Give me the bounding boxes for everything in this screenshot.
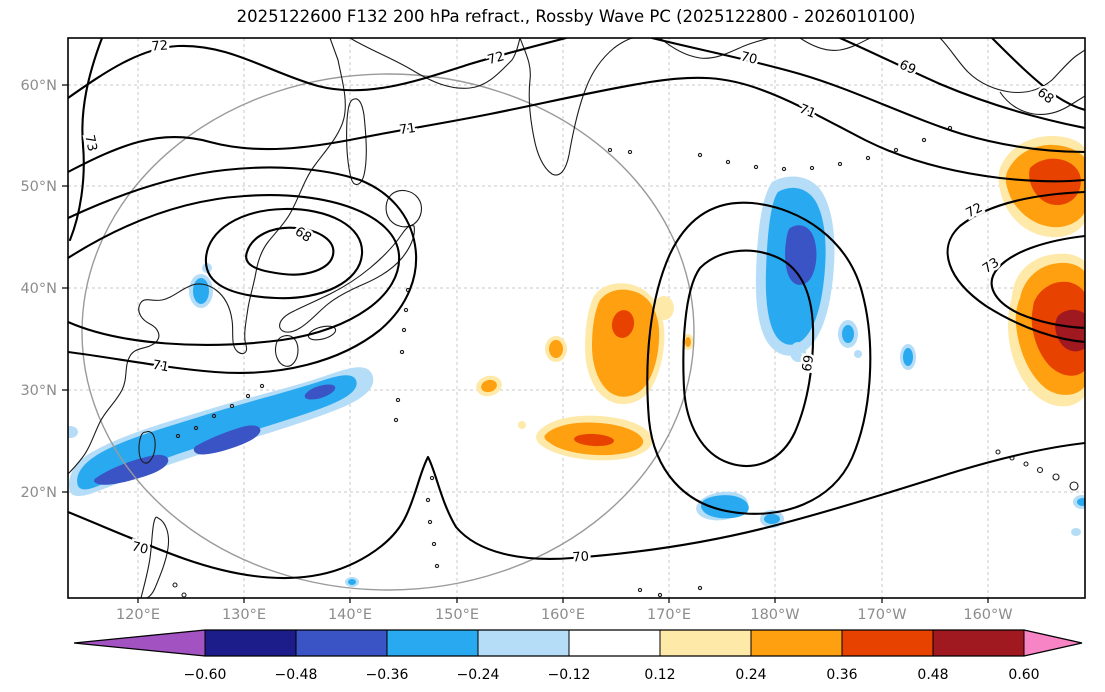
contour-label: 69 (800, 354, 818, 373)
contour-label: 70 (739, 49, 759, 68)
x-tick-label: 130°E (222, 607, 266, 623)
colorbar-tick-label: 0.48 (917, 667, 948, 683)
colorbar-segment (569, 630, 660, 656)
x-axis-tick-labels: 120°E 130°E 140°E 150°E 160°E 170°E 180°… (116, 607, 1013, 623)
colorbar-tick-label: −0.60 (184, 667, 227, 683)
x-tick-label: 170°W (857, 607, 906, 623)
colorbar-segment (660, 630, 751, 656)
contour-label: 71 (797, 102, 818, 122)
lat-lon-grid (68, 38, 1085, 598)
colorbar-segment (296, 630, 387, 656)
colorbar-tick-labels: −0.60 −0.48 −0.36 −0.24 −0.12 0.12 0.24 … (184, 667, 1040, 683)
micronesia-islands (637, 585, 703, 598)
colorbar-segment (751, 630, 842, 656)
colorbar-segment (478, 630, 569, 656)
x-tick-label: 140°E (328, 607, 372, 623)
y-tick-label: 40°N (20, 281, 57, 297)
y-tick-label: 50°N (20, 179, 57, 195)
colorbar-tick-label: −0.12 (548, 667, 591, 683)
coastlines (68, 38, 1085, 598)
y-tick-label: 60°N (20, 78, 57, 94)
contour-label: 73 (980, 255, 1002, 277)
contour-label: 70 (130, 539, 150, 558)
y-tick-label: 30°N (20, 383, 57, 399)
y-tick-label: 20°N (20, 485, 57, 501)
chart-title: 2025122600 F132 200 hPa refract., Rossby… (237, 7, 916, 26)
contour-label: 71 (398, 121, 416, 138)
colorbar-tick-label: 0.36 (826, 667, 857, 683)
negative-anomaly-shading (68, 176, 1085, 587)
axis-tick-marks (62, 84, 989, 603)
x-tick-label: 180°W (750, 607, 799, 623)
y-axis-tick-labels: 60°N 50°N 40°N 30°N 20°N (20, 78, 57, 501)
colorbar-segment (74, 630, 205, 656)
x-tick-label: 160°W (963, 607, 1012, 623)
colorbar-tick-label: −0.24 (457, 667, 500, 683)
contour-label: 72 (486, 49, 506, 68)
hawaiian-islands (995, 449, 1079, 491)
x-tick-label: 120°E (116, 607, 160, 623)
x-tick-label: 170°E (647, 607, 691, 623)
x-tick-label: 150°E (435, 607, 479, 623)
colorbar-segment (387, 630, 478, 656)
colorbar-tick-label: 0.12 (644, 667, 675, 683)
contour-label: 69 (897, 58, 918, 78)
contour-label: 72 (151, 38, 169, 54)
colorbar-tick-label: 0.24 (735, 667, 766, 683)
colorbar-outline (73, 629, 1083, 657)
contour-label: 70 (572, 549, 590, 565)
contour-label: 73 (81, 134, 99, 153)
colorbar: −0.60 −0.48 −0.36 −0.24 −0.12 0.12 0.24 … (73, 629, 1083, 683)
colorbar-segment (933, 630, 1024, 656)
mariana-islands (425, 475, 440, 569)
great-circle-marker (81, 73, 695, 591)
contour-label: 72 (964, 200, 986, 221)
colorbar-segment (842, 630, 933, 656)
colorbar-segment (205, 630, 296, 656)
izu-bonin-islands (393, 287, 411, 423)
contour-label: 71 (151, 358, 170, 376)
plot-border (67, 37, 1086, 599)
colorbar-segment (1024, 630, 1082, 656)
aleutian-islands (607, 125, 953, 172)
colorbar-tick-label: −0.36 (366, 667, 409, 683)
colorbar-tick-label: −0.48 (275, 667, 318, 683)
colorbar-tick-label: 0.60 (1008, 667, 1039, 683)
refractive-index-contours (68, 38, 1085, 580)
x-tick-label: 160°E (541, 607, 585, 623)
ryukyu-islands (175, 383, 265, 439)
